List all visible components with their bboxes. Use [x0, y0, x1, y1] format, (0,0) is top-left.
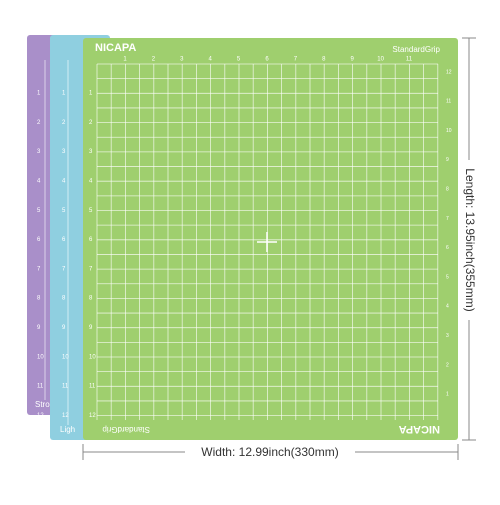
ruler-number: 8	[89, 296, 93, 302]
length-label: Length: 13.95inch(355mm)	[463, 168, 477, 311]
ruler-number: 10	[377, 57, 384, 63]
standard-mat	[83, 38, 458, 440]
ruler-number: 4	[209, 57, 213, 63]
ruler-number: 12	[37, 413, 44, 419]
ruler-number: 3	[89, 149, 93, 155]
ruler-number: 4	[62, 178, 66, 184]
ruler-number: 9	[37, 325, 41, 331]
ruler-number: 5	[62, 208, 66, 214]
ruler-number: 1	[62, 91, 66, 97]
grip-label-partial: Ligh	[60, 425, 75, 434]
ruler-number: 6	[62, 237, 66, 243]
grip-label: StandardGrip	[392, 45, 440, 54]
ruler-number: 4	[37, 178, 41, 184]
ruler-number: 3	[446, 333, 449, 339]
ruler-number: 2	[62, 120, 66, 126]
ruler-number: 10	[446, 128, 452, 134]
ruler-number: 7	[294, 57, 298, 63]
ruler-number: 3	[62, 149, 66, 155]
ruler-number: 4	[446, 304, 449, 310]
ruler-number: 11	[89, 384, 96, 390]
ruler-number: 4	[89, 178, 93, 184]
grip-label-mirrored: StandardGrip	[102, 425, 150, 434]
ruler-number: 8	[62, 296, 66, 302]
ruler-number: 5	[37, 208, 41, 214]
label-bg	[185, 445, 355, 459]
ruler-number: 12	[89, 413, 96, 419]
ruler-number: 1	[446, 392, 449, 398]
ruler-number: 8	[446, 187, 449, 193]
ruler-number: 9	[89, 325, 93, 331]
ruler-number: 5	[89, 208, 93, 214]
brand: NICAPA	[95, 42, 136, 54]
ruler-number: 1	[123, 57, 127, 63]
ruler-number: 11	[406, 57, 413, 63]
ruler-number: 9	[351, 57, 355, 63]
ruler-number: 6	[265, 57, 269, 63]
ruler-number: 3	[180, 57, 184, 63]
ruler-number: 9	[62, 325, 66, 331]
ruler-number: 9	[446, 157, 449, 163]
grip-label-partial: Stro	[35, 400, 50, 409]
ruler-number: 5	[446, 274, 449, 280]
ruler-number: 2	[89, 120, 93, 126]
ruler-number: 12	[446, 69, 452, 75]
ruler-number: 10	[62, 354, 69, 360]
ruler-number: 11	[37, 384, 44, 390]
ruler-number: 8	[322, 57, 326, 63]
ruler-number: 8	[37, 296, 41, 302]
brand-mirrored: NICAPA	[399, 423, 440, 435]
ruler-number: 2	[152, 57, 156, 63]
ruler-number: 12	[62, 413, 69, 419]
ruler-number: 7	[89, 266, 93, 272]
ruler-number: 7	[446, 216, 449, 222]
ruler-number: 10	[89, 354, 96, 360]
hang-notch	[257, 31, 278, 38]
ruler-number: 6	[446, 245, 449, 251]
ruler-number: 6	[89, 237, 93, 243]
ruler-number: 2	[37, 120, 41, 126]
width-label: Width: 12.99inch(330mm)	[201, 445, 338, 459]
ruler-number: 1	[89, 91, 93, 97]
ruler-number: 2	[446, 362, 449, 368]
ruler-number: 3	[37, 149, 41, 155]
ruler-number: 11	[446, 99, 451, 105]
ruler-number: 7	[37, 266, 41, 272]
ruler-number: 10	[37, 354, 44, 360]
ruler-number: 7	[62, 266, 66, 272]
ruler-number: 6	[37, 237, 41, 243]
ruler-number: 1	[37, 91, 41, 97]
label-bg	[461, 160, 477, 320]
ruler-number: 11	[62, 384, 69, 390]
ruler-number: 5	[237, 57, 241, 63]
